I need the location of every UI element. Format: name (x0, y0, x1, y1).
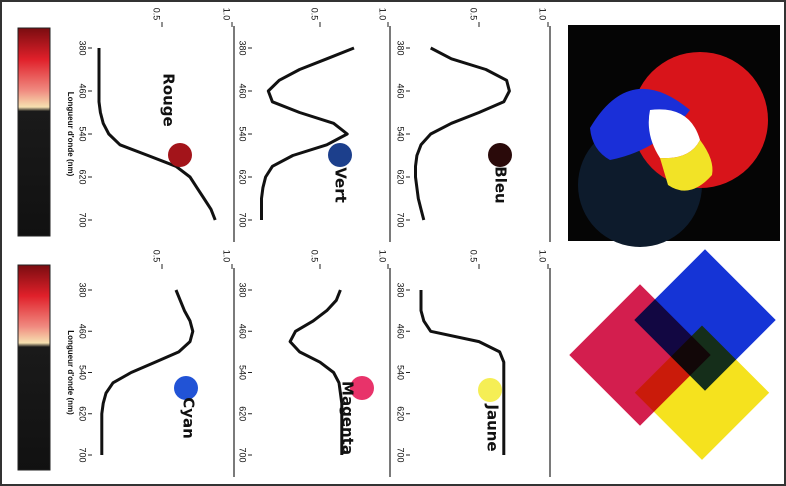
x-tick-label: 460 (396, 83, 406, 98)
subtractive-mix (568, 249, 780, 475)
x-tick-label: 540 (396, 365, 406, 380)
spectral-curve (288, 289, 344, 455)
y-tick-label: 0.5 (469, 250, 479, 263)
x-tick-label: 460 (78, 324, 88, 339)
x-tick-label: 700 (238, 447, 248, 462)
y-tick-label: 0.5 (469, 8, 479, 21)
x-tick-label: 620 (238, 169, 248, 184)
x-tick-label: 620 (396, 169, 406, 184)
x-tick-label: 380 (396, 282, 406, 297)
x-tick-label: 620 (78, 169, 88, 184)
color-name: Cyan (180, 397, 198, 439)
y-tick-label: 0.5 (310, 250, 320, 263)
y-tick-label: 1.0 (378, 8, 388, 21)
x-tick-label: 380 (78, 282, 88, 297)
spectral-curve (414, 46, 511, 221)
color-swatch (488, 143, 512, 167)
color-swatch (350, 376, 374, 400)
spectral-curve (97, 48, 217, 221)
spectrum-bar (17, 264, 51, 471)
spectral-curve (100, 289, 195, 455)
x-tick-label: 620 (78, 406, 88, 421)
y-tick-label: 1.0 (222, 250, 232, 263)
x-tick-label: 460 (238, 83, 248, 98)
color-swatch (168, 143, 192, 167)
x-tick-label: 540 (396, 126, 406, 141)
color-swatch (174, 376, 198, 400)
x-tick-label: 700 (78, 212, 88, 227)
color-name: Vert (332, 167, 350, 203)
y-tick-label: 1.0 (538, 250, 548, 263)
spectral-curve (419, 290, 506, 455)
y-tick-label: 1.0 (222, 8, 232, 21)
color-swatch (328, 143, 352, 167)
spectral-curve (260, 46, 355, 220)
color-swatch (478, 378, 502, 402)
x-tick-label: 380 (238, 282, 248, 297)
y-tick-label: 0.5 (152, 250, 162, 263)
x-tick-label: 380 (238, 40, 248, 55)
y-tick-label: 0.5 (310, 8, 320, 21)
color-name: Rouge (160, 73, 178, 126)
y-tick-label: 1.0 (378, 250, 388, 263)
x-tick-label: 540 (238, 365, 248, 380)
color-name: Bleu (492, 166, 510, 203)
y-tick-label: 1.0 (538, 8, 548, 21)
x-tick-label: 700 (238, 212, 248, 227)
color-name: Magenta (339, 381, 357, 455)
x-tick-label: 540 (78, 126, 88, 141)
x-tick-label: 460 (78, 83, 88, 98)
x-tick-label: 700 (396, 447, 406, 462)
x-tick-label: 700 (396, 212, 406, 227)
x-tick-label: 540 (78, 365, 88, 380)
x-tick-label: 460 (396, 324, 406, 339)
x-tick-label: 380 (396, 40, 406, 55)
x-tick-label: 540 (238, 126, 248, 141)
y-tick-label: 0.5 (152, 8, 162, 21)
x-tick-label: 380 (78, 40, 88, 55)
spectrum-bar (17, 27, 51, 237)
x-tick-label: 620 (238, 406, 248, 421)
x-axis-label: Longueur d'onde (nm) (66, 330, 75, 415)
color-name: Jaune (484, 403, 502, 451)
x-tick-label: 460 (238, 324, 248, 339)
x-tick-label: 700 (78, 447, 88, 462)
x-tick-label: 620 (396, 406, 406, 421)
additive-mix (568, 25, 780, 247)
x-axis-label: Longueur d'onde (nm) (66, 92, 75, 177)
